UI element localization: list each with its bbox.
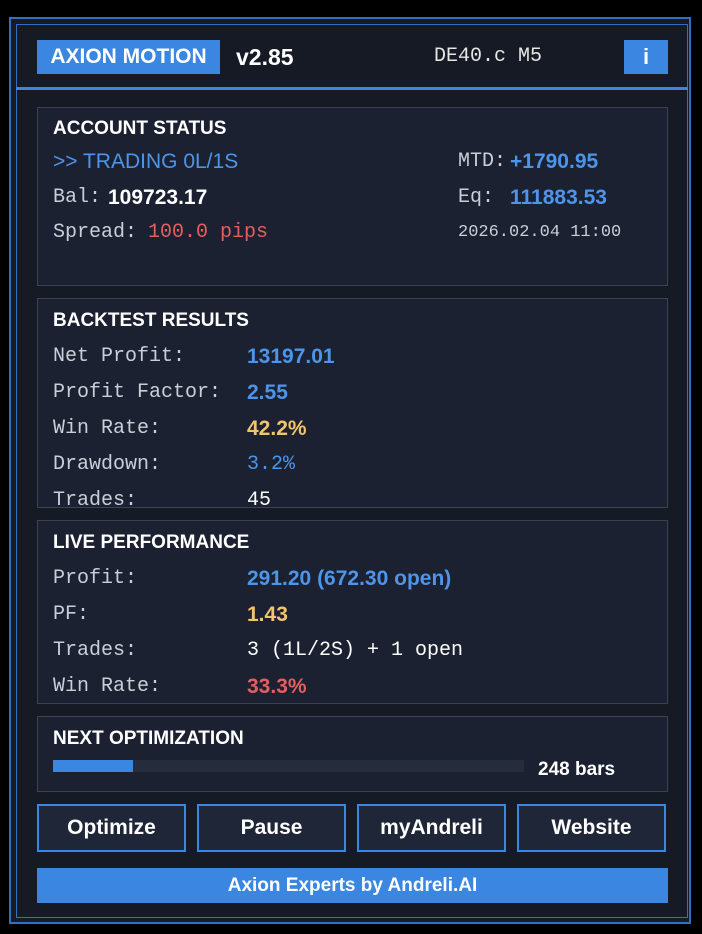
backtest-section: BACKTEST RESULTS Net Profit: 13197.01 Prof… [37, 298, 668, 508]
bal-value: 109723.17 [108, 186, 208, 209]
spread-label: Spread: [53, 221, 138, 244]
row-label: Trades: [53, 639, 138, 662]
row-value: 291.20 (672.30 open) [247, 567, 452, 590]
row-value: 45 [247, 489, 272, 508]
row-label: Drawdown: [53, 453, 162, 476]
row-label: Win Rate: [53, 675, 162, 698]
row-value: 3 (1L/2S) + 1 open [247, 639, 464, 662]
button[interactable]: myAndreli [357, 804, 506, 852]
inner-frame [16, 24, 688, 918]
button[interactable]: Pause [197, 804, 346, 852]
mtd-value: +1790.95 [510, 150, 599, 173]
progress-fill [53, 760, 134, 772]
spread-value: 100.0 pips [148, 221, 269, 244]
mtd-label: MTD: [458, 150, 507, 173]
section-title: LIVE PERFORMANCE [53, 532, 250, 553]
eq-value: 111883.53 [510, 186, 607, 209]
row-value: 3.2% [247, 453, 296, 476]
account-section: ACCOUNT STATUS >> TRADING 0L/1S MTD: +17… [37, 107, 668, 286]
row-label: Win Rate: [53, 417, 162, 440]
optimization-section: NEXT OPTIMIZATION 248 bars [37, 716, 668, 792]
brand: AXION MOTION [37, 40, 220, 74]
button[interactable]: Website [517, 804, 666, 852]
row-label: Trades: [53, 489, 138, 508]
header-divider [16, 87, 688, 90]
row-value: 13197.01 [247, 345, 335, 368]
section-title: BACKTEST RESULTS [53, 310, 249, 331]
row-label: Net Profit: [53, 345, 186, 368]
row-label: Profit: [53, 567, 138, 590]
row-label: Profit Factor: [53, 381, 222, 404]
bars-label: 248 bars [538, 759, 616, 780]
version: v2.85 [236, 44, 294, 70]
row-label: PF: [53, 603, 90, 626]
eq-label: Eq: [458, 186, 495, 209]
status: >> TRADING 0L/1S [53, 150, 239, 173]
row-value: 2.55 [247, 381, 288, 404]
row-value: 33.3% [247, 675, 307, 698]
info-button[interactable]: i [624, 40, 668, 74]
section-title: NEXT OPTIMIZATION [53, 728, 244, 749]
footer: Axion Experts by Andreli.AI [37, 868, 668, 903]
bal-label: Bal: [53, 186, 102, 209]
button[interactable]: Optimize [37, 804, 186, 852]
section-title: ACCOUNT STATUS [53, 118, 227, 139]
progress-track [53, 760, 524, 772]
symbol: DE40.c M5 [434, 45, 543, 68]
datetime: 2026.02.04 11:00 [458, 223, 622, 242]
row-value: 42.2% [247, 417, 307, 440]
live-section: LIVE PERFORMANCE Profit: 291.20 (672.30 o… [37, 520, 668, 704]
row-value: 1.43 [247, 603, 288, 626]
